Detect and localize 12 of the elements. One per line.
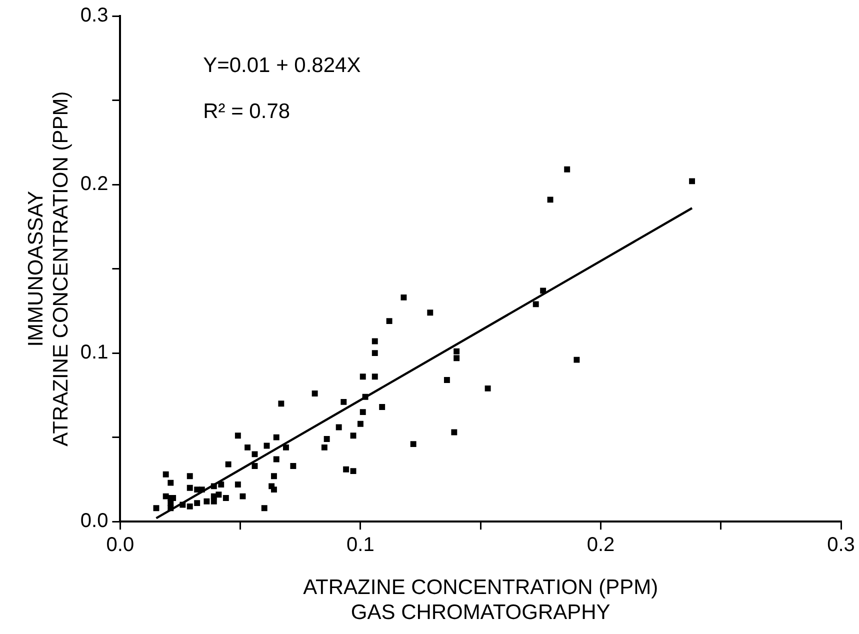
x-axis-title: ATRAZINE CONCENTRATION (PPM) GAS CHROMATOGRAPHY [303, 576, 658, 624]
y-tick-label: 0.2 [80, 173, 108, 196]
y-tick-label: 0.1 [80, 342, 108, 364]
x-tick-label: 0.0 [106, 534, 134, 556]
y-tick-label: 0.0 [80, 510, 108, 532]
x-tick-label: 0.3 [827, 534, 855, 556]
x-tick-label: 0.2 [586, 534, 615, 556]
y-tick-label: 0.3 [80, 4, 108, 27]
x-tick-label: 0.1 [346, 534, 374, 556]
annotation: R² = 0.78 [203, 100, 290, 123]
annotation: Y=0.01 + 0.824X [203, 54, 361, 77]
y-axis-title: IMMUNOASSAY ATRAZINE CONCENTRATION (PPM) [24, 91, 73, 446]
